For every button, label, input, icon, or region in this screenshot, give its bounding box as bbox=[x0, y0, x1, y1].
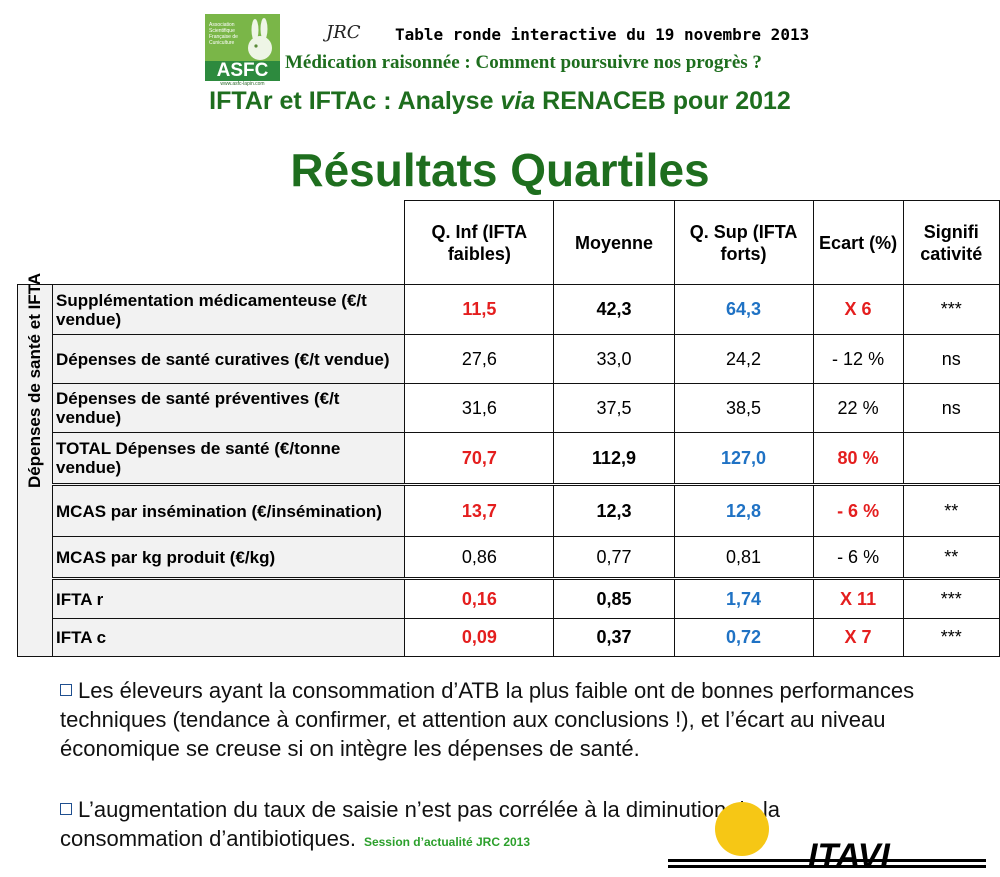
event-subtitle: Médication raisonnée : Comment poursuivr… bbox=[285, 52, 762, 73]
cell-qsup: 0,72 bbox=[673, 618, 814, 657]
header-significativite: Signifi cativité bbox=[902, 200, 1000, 285]
cell-moyenne: 0,37 bbox=[553, 618, 675, 657]
cell-qinf: 13,7 bbox=[404, 483, 555, 537]
cell-ecart: 22 % bbox=[812, 383, 904, 433]
cell-moyenne: 37,5 bbox=[553, 383, 675, 433]
bullet-square-icon bbox=[60, 684, 72, 696]
cell-significativite: ** bbox=[902, 483, 1000, 537]
cell-qsup: 127,0 bbox=[673, 432, 814, 485]
cell-significativite: ns bbox=[902, 334, 1000, 384]
table-row: IFTA c 0,09 0,37 0,72 X 7 *** bbox=[18, 618, 1000, 657]
asfc-logo: Association Scientifique Française de Cu… bbox=[205, 14, 280, 87]
cell-ecart: X 6 bbox=[812, 284, 904, 335]
row-label: IFTA r bbox=[51, 577, 406, 619]
cell-significativite: *** bbox=[902, 577, 1000, 619]
bullet-1-text: Les éleveurs ayant la consommation d’ATB… bbox=[60, 678, 915, 761]
row-label: Supplémentation médicamenteuse (€/t vend… bbox=[51, 284, 406, 335]
table-row: MCAS par kg produit (€/kg) 0,86 0,77 0,8… bbox=[18, 536, 1000, 579]
table-row: Dépenses de santé et IFTA Supplémentatio… bbox=[17, 272, 1000, 657]
bullet-square-icon bbox=[60, 803, 72, 815]
cell-qinf: 70,7 bbox=[404, 432, 555, 485]
subtitle-part-a: IFTAr et IFTAc : Analyse bbox=[209, 87, 501, 115]
table-row: Dépenses de santé préventives (€/t vendu… bbox=[18, 383, 1000, 433]
cell-moyenne: 42,3 bbox=[553, 284, 675, 335]
table-row: TOTAL Dépenses de santé (€/tonne vendue)… bbox=[18, 432, 1000, 485]
cell-ecart: - 12 % bbox=[812, 334, 904, 384]
rabbit-icon bbox=[248, 18, 272, 60]
cell-significativite: *** bbox=[902, 284, 1000, 335]
bullet-1: Les éleveurs ayant la consommation d’ATB… bbox=[60, 676, 960, 763]
subtitle-part-c: RENACEB pour 2012 bbox=[535, 87, 791, 115]
cell-qinf: 0,86 bbox=[404, 536, 555, 579]
row-label: MCAS par insémination (€/insémination) bbox=[51, 483, 406, 537]
jrc-logo: JRC bbox=[326, 22, 361, 43]
cell-qinf: 11,5 bbox=[404, 284, 555, 335]
cell-ecart: X 7 bbox=[812, 618, 904, 657]
logo-url: www.asfc-lapin.com bbox=[220, 81, 265, 87]
side-label-cell: Dépenses de santé et IFTA bbox=[17, 272, 53, 657]
cell-qsup: 64,3 bbox=[673, 284, 814, 335]
table-row: Dépenses de santé curatives (€/t vendue)… bbox=[18, 334, 1000, 384]
event-title: Table ronde interactive du 19 novembre 2… bbox=[395, 25, 810, 44]
cell-qsup: 12,8 bbox=[673, 483, 814, 537]
cell-qinf: 0,09 bbox=[404, 618, 555, 657]
quartiles-table: Q. Inf (IFTA faibles) Moyenne Q. Sup (IF… bbox=[17, 200, 1000, 657]
cell-significativite bbox=[902, 432, 1000, 485]
itavi-sun-logo bbox=[715, 802, 769, 856]
table-row: MCAS par insémination (€/insémination) 1… bbox=[18, 483, 1000, 537]
slide-title: Résultats Quartiles bbox=[290, 144, 710, 196]
session-label: Session d’actualité JRC 2013 bbox=[363, 835, 531, 849]
row-label: MCAS par kg produit (€/kg) bbox=[51, 536, 406, 579]
empty-header-label bbox=[52, 200, 405, 285]
bullet-2-text: L’augmentation du taux de saisie n’est p… bbox=[60, 797, 781, 851]
row-label: Dépenses de santé préventives (€/t vendu… bbox=[51, 383, 406, 433]
cell-ecart: - 6 % bbox=[812, 483, 904, 537]
itavi-logo: ITAVI bbox=[668, 841, 986, 871]
cell-qinf: 0,16 bbox=[404, 577, 555, 619]
cell-qinf: 27,6 bbox=[404, 334, 555, 384]
cell-moyenne: 0,85 bbox=[553, 577, 675, 619]
header-qsup: Q. Sup (IFTA forts) bbox=[673, 200, 814, 285]
cell-qsup: 38,5 bbox=[673, 383, 814, 433]
cell-qinf: 31,6 bbox=[404, 383, 555, 433]
row-label: TOTAL Dépenses de santé (€/tonne vendue) bbox=[51, 432, 406, 485]
itavi-text: ITAVI bbox=[808, 841, 891, 871]
cell-moyenne: 112,9 bbox=[553, 432, 675, 485]
table-row: IFTA r 0,16 0,85 1,74 X 11 *** bbox=[18, 577, 1000, 619]
cell-significativite: ns bbox=[902, 383, 1000, 433]
header-qinf: Q. Inf (IFTA faibles) bbox=[404, 200, 555, 285]
row-label: Dépenses de santé curatives (€/t vendue) bbox=[51, 334, 406, 384]
cell-qsup: 1,74 bbox=[673, 577, 814, 619]
cell-moyenne: 12,3 bbox=[553, 483, 675, 537]
side-label: Dépenses de santé et IFTA bbox=[25, 272, 44, 488]
logo-asfc-text: ASFC bbox=[205, 61, 280, 81]
cell-ecart: 80 % bbox=[812, 432, 904, 485]
cell-ecart: X 11 bbox=[812, 577, 904, 619]
subtitle-part-b: via bbox=[500, 87, 536, 115]
cell-moyenne: 0,77 bbox=[553, 536, 675, 579]
cell-qsup: 0,81 bbox=[673, 536, 814, 579]
slide-subtitle: IFTAr et IFTAc : Analyse via RENACEB pou… bbox=[0, 87, 1000, 116]
cell-moyenne: 33,0 bbox=[553, 334, 675, 384]
bullet-2: L’augmentation du taux de saisie n’est p… bbox=[60, 795, 900, 857]
logo-association-text: Association Scientifique Française de Cu… bbox=[209, 22, 238, 46]
cell-qsup: 24,2 bbox=[673, 334, 814, 384]
header-moyenne: Moyenne bbox=[553, 200, 675, 285]
cell-significativite: *** bbox=[902, 618, 1000, 657]
row-label: IFTA c bbox=[51, 618, 406, 657]
cell-ecart: - 6 % bbox=[812, 536, 904, 579]
empty-corner bbox=[18, 201, 53, 285]
cell-significativite: ** bbox=[902, 536, 1000, 579]
header-ecart: Ecart (%) bbox=[812, 200, 904, 285]
